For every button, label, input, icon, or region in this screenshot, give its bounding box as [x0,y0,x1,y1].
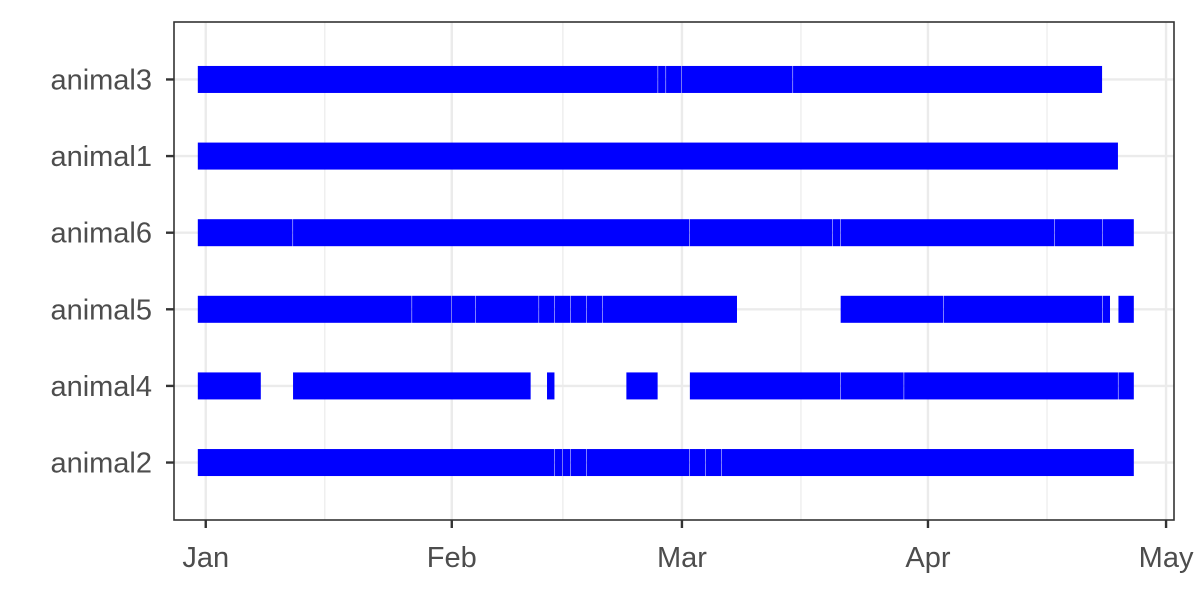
segment-bar [570,449,587,477]
segment-bar [475,295,539,323]
segment-bar [840,219,1055,247]
segment-bar [451,295,476,323]
segment-bar [840,372,904,400]
segment-bar [943,295,1103,323]
y-tick-label: animal3 [50,64,152,96]
segment-bar [689,449,706,477]
segment-bar [412,295,452,323]
series-animal3 [197,65,1103,93]
series-animal2 [197,449,1134,477]
segment-bar [904,372,1118,400]
x-tick-label: May [1139,542,1194,574]
segment-bar [539,295,555,323]
segment-bar [681,65,793,93]
segment-bar [570,295,587,323]
y-tick-label: animal4 [50,371,152,403]
segment-bar [689,372,841,400]
segment-bar [547,372,555,400]
segment-bar [1102,295,1111,323]
y-tick-label: animal2 [50,448,152,480]
series-animal5 [197,295,1134,323]
segment-bar [554,449,563,477]
segment-bar [293,219,690,247]
segment-bar [705,449,722,477]
segment-bar [197,449,555,477]
series-animal6 [197,219,1134,247]
y-tick-label: animal5 [50,294,152,326]
segment-bar [658,65,666,93]
segment-bar [689,219,833,247]
series-animal4 [197,372,1134,400]
y-tick-label: animal6 [50,218,152,250]
segment-bar [293,372,531,400]
x-tick-label: Jan [182,542,229,574]
segment-bar [666,65,682,93]
y-tick-label: animal1 [50,141,152,173]
segment-bar [197,372,261,400]
x-tick-label: Apr [905,542,950,574]
segment-bar [197,295,412,323]
segment-bar [197,65,658,93]
segment-bar [586,449,690,477]
segment-bar [1054,219,1103,247]
segment-bar [197,142,1118,170]
segment-bar [586,295,603,323]
segment-bar [1118,295,1134,323]
segment-bar [721,449,1134,477]
segment-bar [1102,219,1134,247]
segment-bar [197,219,293,247]
segment-bar [626,372,658,400]
x-tick-label: Mar [657,542,707,574]
series-animal1 [197,142,1118,170]
segment-bar [1118,372,1134,400]
segment-bar [832,219,841,247]
segment-bar [562,449,571,477]
segment-bar [840,295,944,323]
segment-bar [602,295,737,323]
segment-bar [554,295,571,323]
plot-panel [174,22,1174,520]
segment-bar [793,65,1103,93]
x-tick-label: Feb [427,542,477,574]
data-layer [197,65,1134,477]
plot-border [173,21,1175,521]
